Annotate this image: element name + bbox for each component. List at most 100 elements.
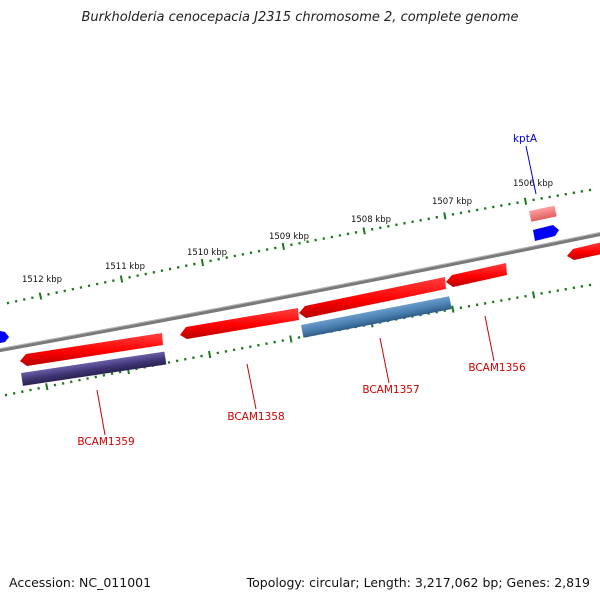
scale-labels: 1506 kbp 1507 kbp 1508 kbp 1509 kbp 1510…: [22, 179, 553, 285]
gene-reverse-bcam1357[interactable]: [301, 296, 452, 338]
inner-ring-minor-tick: [21, 390, 24, 394]
gene-label-bcam1359: BCAM1359: [77, 436, 134, 448]
outer-ring-minor-tick: [265, 248, 269, 251]
outer-ring-major-tick: [200, 258, 205, 267]
map-title: Burkholderia cenocepacia J2315 chromosom…: [81, 10, 519, 25]
outer-ring-minor-tick: [540, 196, 543, 200]
outer-ring-major-tick: [362, 227, 366, 235]
outer-ring-minor-tick: [103, 280, 107, 284]
outer-ring-minor-tick: [395, 223, 398, 227]
gene-forward-edge-right[interactable]: [567, 242, 600, 260]
inner-ring-minor-tick: [94, 375, 98, 379]
outer-ring-minor-tick: [419, 218, 422, 222]
inner-ring-major-tick: [289, 335, 293, 343]
scale-label-1509: 1509 kbp: [269, 232, 309, 242]
inner-ring-minor-tick: [69, 380, 73, 384]
outer-ring-minor-tick: [47, 292, 50, 296]
outer-ring-minor-tick: [273, 246, 277, 250]
inner-ring-major-tick: [45, 383, 49, 391]
outer-ring-minor-tick: [193, 262, 196, 266]
inner-tick-ring: [4, 283, 592, 397]
outer-ring-minor-tick: [55, 291, 58, 295]
label-leaders: [96, 145, 537, 436]
inner-ring-minor-tick: [273, 340, 276, 344]
outer-ring-major-tick: [443, 212, 447, 220]
reverse-strand-genes[interactable]: [21, 296, 452, 386]
outer-ring-minor-tick: [314, 238, 317, 242]
chromosome-backbone: [0, 231, 600, 353]
outer-ring-minor-tick: [144, 272, 148, 276]
inner-ring-major-tick: [451, 305, 455, 313]
outer-ring-minor-tick: [87, 284, 91, 288]
gene-forward-bcam1356[interactable]: [446, 263, 507, 287]
chromosome-backbone-highlight: [0, 232, 600, 350]
accession-text: Accession: NC_011001: [9, 575, 152, 590]
inner-ring-minor-tick: [110, 372, 114, 376]
outer-ring-minor-tick: [136, 274, 139, 278]
inner-ring-minor-tick: [224, 349, 228, 353]
outer-ring-major-tick: [38, 292, 43, 300]
gene-edge-blue-left[interactable]: [0, 331, 9, 343]
outer-ring-minor-tick: [330, 235, 334, 239]
outer-ring-minor-tick: [451, 212, 455, 216]
outer-ring-minor-tick: [387, 224, 390, 228]
outer-ring-minor-tick: [427, 217, 431, 221]
gene-label-bcam1356: BCAM1356: [468, 362, 526, 374]
inner-ring-minor-tick: [200, 354, 203, 358]
outer-ring-minor-tick: [160, 269, 164, 273]
gene-kpta[interactable]: [529, 205, 557, 222]
scale-label-1510: 1510 kbp: [187, 248, 227, 258]
gene-labels: kptA BCAM1356 BCAM1357 BCAM1358 BCAM1359: [77, 133, 538, 448]
outer-ring-minor-tick: [79, 286, 83, 289]
gene-label-bcam1357: BCAM1357: [362, 384, 419, 396]
outer-ring-minor-tick: [322, 237, 326, 240]
outer-ring-minor-tick: [14, 299, 18, 303]
outer-ring-minor-tick: [176, 265, 180, 269]
gene-label-bcam1358: BCAM1358: [227, 411, 284, 423]
genome-summary-text: Topology: circular; Length: 3,217,062 bp…: [246, 575, 590, 590]
inner-ring-minor-tick: [265, 342, 268, 346]
scale-label-1506: 1506 kbp: [513, 179, 553, 189]
inner-ring-minor-tick: [12, 391, 16, 395]
gene-label-kpta: kptA: [513, 133, 538, 145]
outer-ring-minor-tick: [168, 267, 172, 271]
outer-ring-minor-tick: [152, 270, 156, 274]
outer-ring-minor-tick: [63, 289, 67, 293]
outer-ring-minor-tick: [95, 282, 99, 286]
inner-ring-minor-tick: [175, 359, 179, 363]
scale-label-1512: 1512 kbp: [22, 275, 62, 285]
outer-ring-major-tick: [523, 197, 528, 205]
gene-forward-bcam1359[interactable]: [20, 333, 163, 366]
outer-ring-minor-tick: [22, 298, 26, 301]
inner-ring-minor-tick: [61, 382, 65, 385]
inner-ring-minor-tick: [53, 383, 57, 387]
outer-ring-minor-tick: [184, 264, 188, 268]
outer-ring-major-tick: [119, 275, 124, 283]
gene-forward-bcam1357[interactable]: [299, 277, 446, 318]
gene-forward-bcam1358[interactable]: [180, 308, 299, 339]
inner-ring-minor-tick: [483, 301, 487, 305]
outer-ring-major-tick: [281, 242, 285, 250]
outer-ring-minor-tick: [112, 279, 115, 283]
scale-label-1508: 1508 kbp: [351, 215, 391, 225]
gene-reverse-bcam1359[interactable]: [21, 351, 167, 386]
outer-ring-minor-tick: [500, 204, 503, 208]
outer-ring-minor-tick: [31, 296, 34, 300]
outer-ring-minor-tick: [209, 259, 212, 263]
outer-ring-minor-tick: [257, 249, 261, 253]
inner-ring-minor-tick: [232, 348, 236, 352]
inner-ring-minor-tick: [167, 361, 171, 364]
inner-ring-minor-tick: [78, 378, 81, 382]
outer-ring-minor-tick: [225, 256, 229, 260]
outer-ring-minor-tick: [217, 257, 220, 261]
forward-strand-genes[interactable]: [20, 242, 600, 366]
outer-ring-minor-tick: [71, 287, 75, 291]
inner-ring-minor-tick: [37, 386, 40, 390]
scale-label-1511: 1511 kbp: [105, 262, 145, 272]
gene-edge-blue-right[interactable]: [533, 225, 559, 241]
outer-ring-minor-tick: [475, 208, 479, 212]
inner-ring-minor-tick: [192, 356, 195, 360]
outer-ring-minor-tick: [354, 230, 358, 234]
outer-tick-ring: [6, 188, 592, 305]
